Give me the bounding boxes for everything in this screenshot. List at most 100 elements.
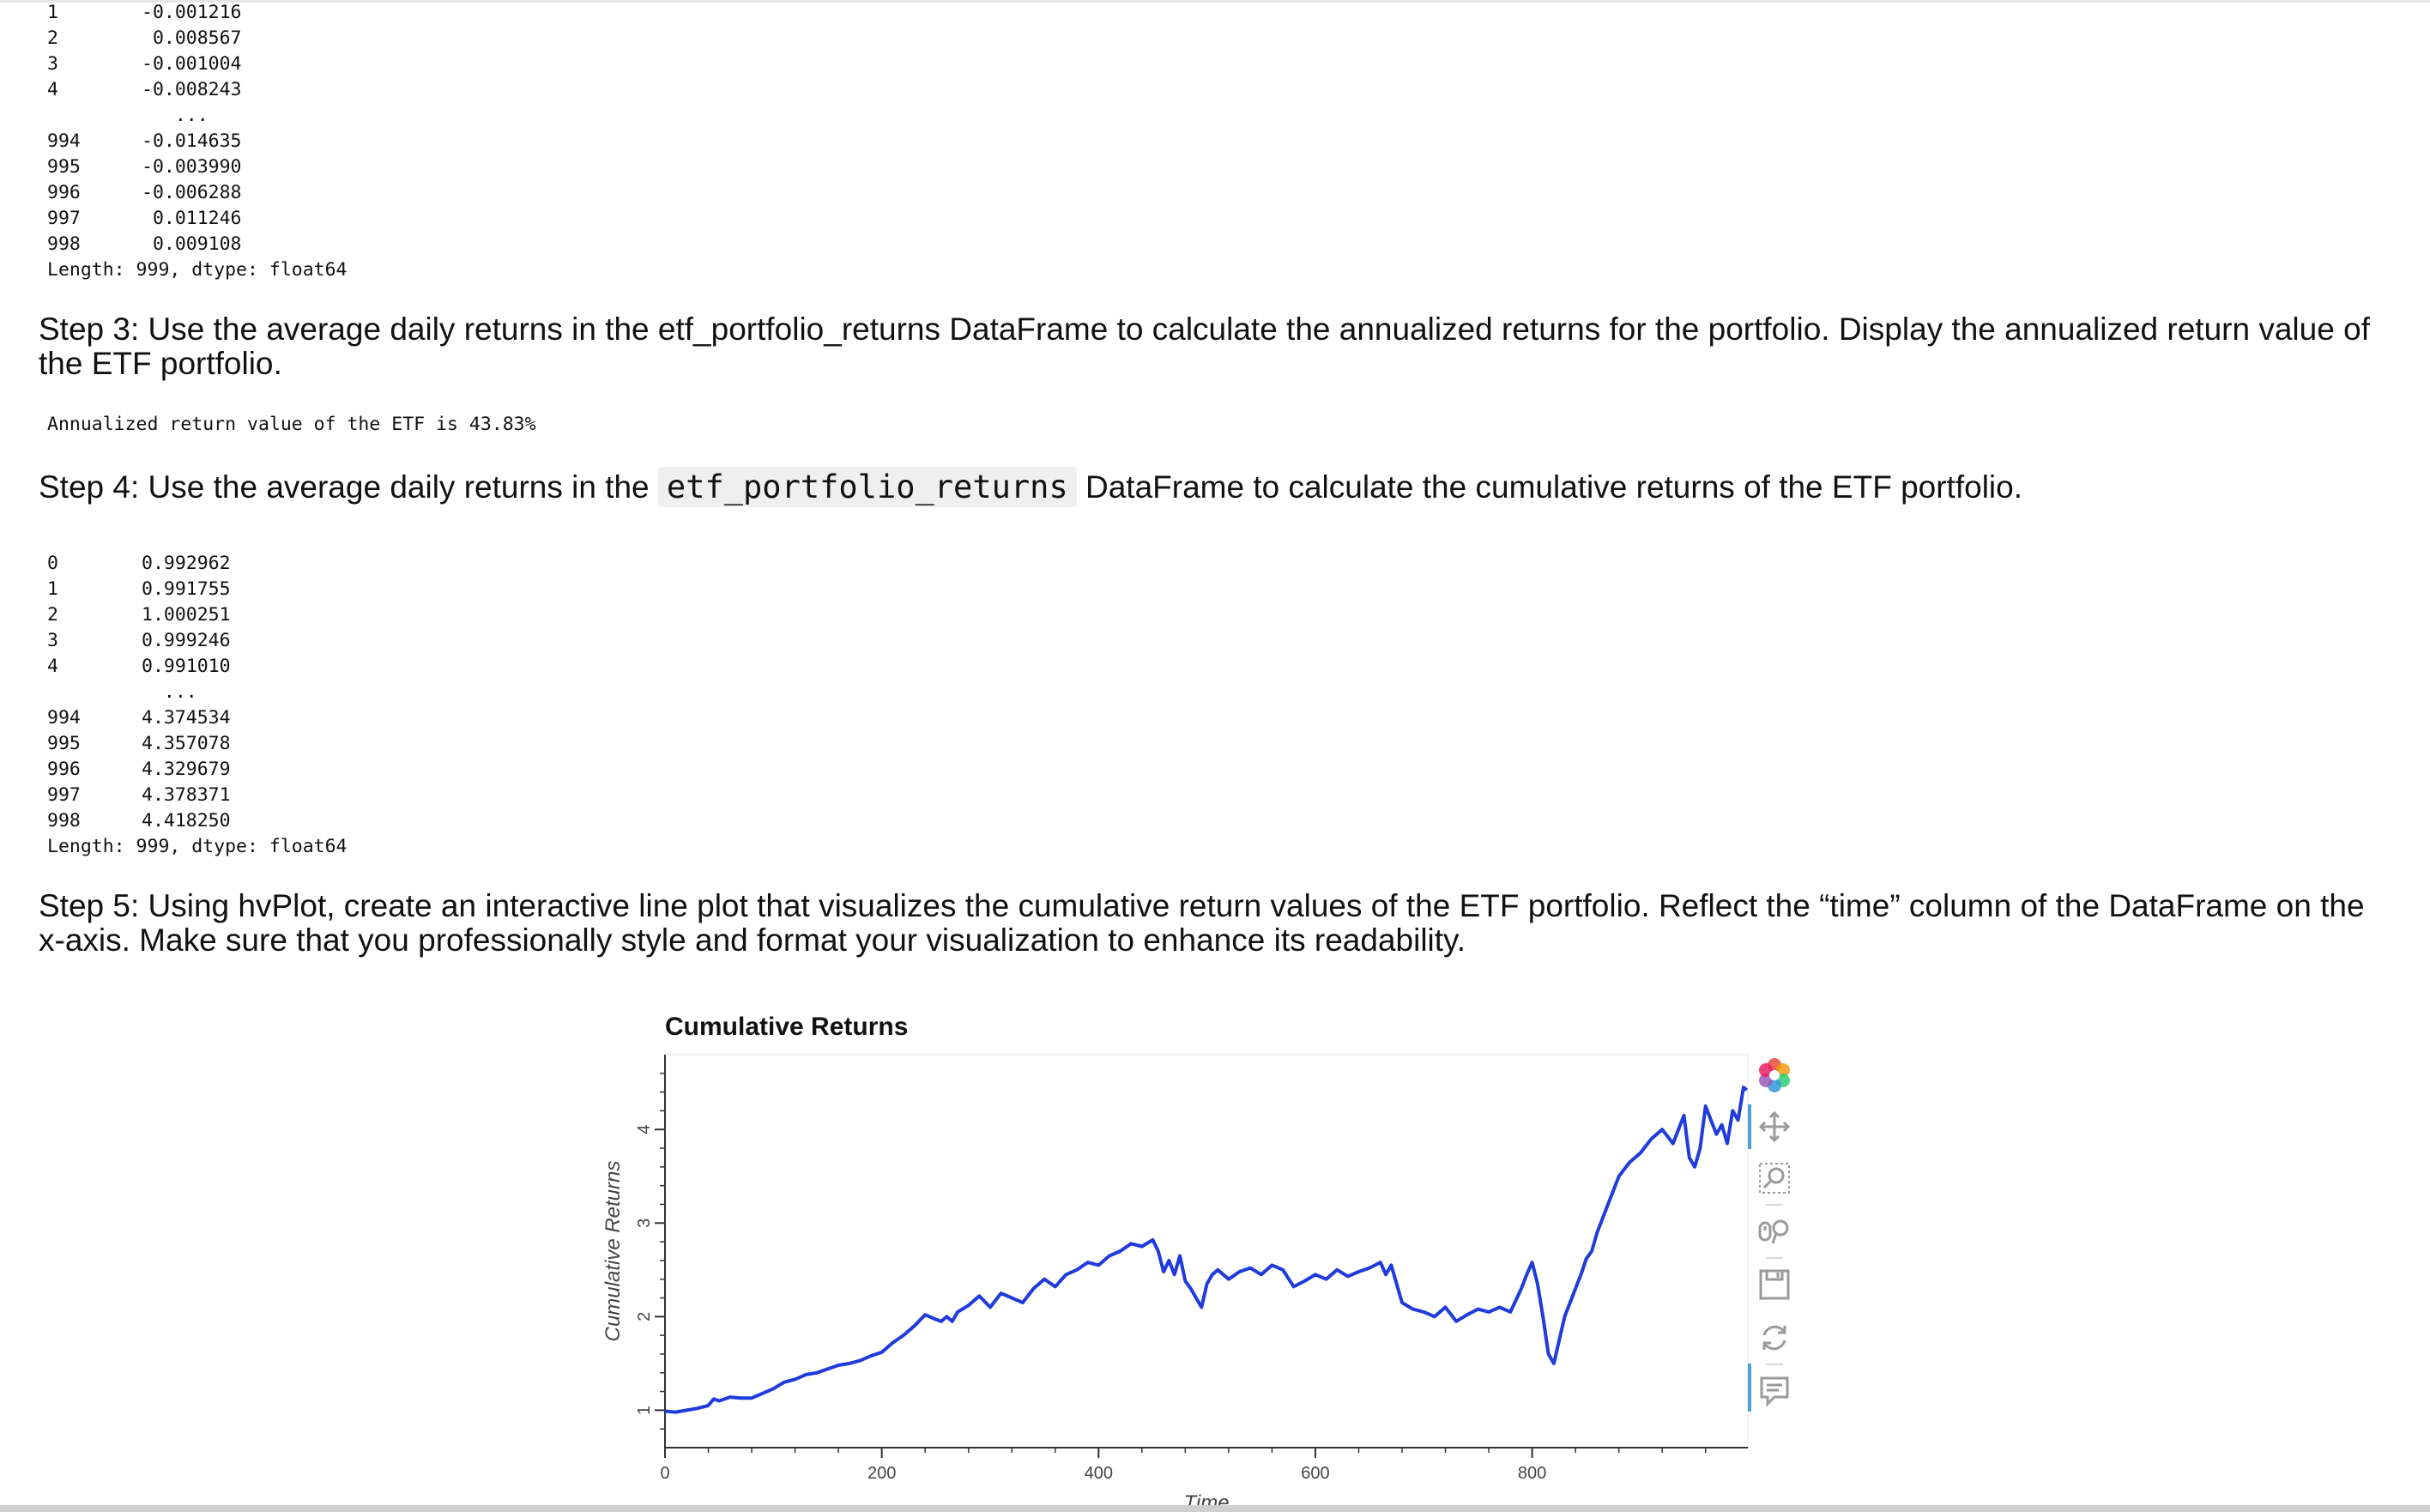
series-value: 0.009108 [142, 233, 242, 255]
series-value: 4.357078 [142, 733, 231, 754]
series-index: 2 [47, 604, 58, 626]
y-tick-label: 2 [635, 1312, 654, 1321]
box-zoom-icon[interactable] [1750, 1154, 1798, 1202]
series-index: 998 [47, 233, 81, 255]
y-tick-label: 3 [635, 1219, 654, 1228]
daily-returns-output: 1 -0.001216 2 0.008567 3 -0.001004 4 -0.008243… [47, 0, 348, 283]
series-row: 997 4.378371 [47, 783, 348, 808]
step4-heading-text-after: DataFrame to calculate the cumulative re… [1085, 469, 2022, 505]
series-row: 998 4.418250 [47, 808, 348, 834]
series-value: 0.991755 [142, 578, 231, 600]
toolbar-divider [1766, 1204, 1783, 1206]
reset-icon[interactable] [1750, 1314, 1798, 1362]
series-index: 1 [47, 2, 58, 23]
series-value: 0.008567 [142, 27, 242, 49]
step4-heading-text: Step 4: Use the average daily returns in… [39, 469, 650, 505]
series-index: 3 [47, 630, 58, 651]
series-value: 4.329679 [142, 759, 231, 780]
series-value: ... [142, 105, 209, 126]
x-tick-label: 800 [1518, 1464, 1546, 1483]
series-value: -0.006288 [142, 182, 242, 203]
series-row: 995 -0.003990 [47, 154, 348, 180]
series-row: 3 0.999246 [47, 628, 348, 654]
toolbar-divider [1766, 1364, 1783, 1365]
bottom-divider [0, 1505, 2430, 1512]
x-tick-label: 600 [1301, 1464, 1329, 1483]
series-footer: Length: 999, dtype: float64 [47, 259, 348, 281]
series-value: -0.001216 [142, 2, 242, 23]
series-index: 995 [47, 733, 81, 754]
annualized-return-output: Annualized return value of the ETF is 43… [47, 414, 536, 435]
series-value: 4.374534 [142, 707, 231, 729]
series-row: 996 4.329679 [47, 757, 348, 783]
series-index: 4 [47, 79, 58, 100]
series-index: 996 [47, 182, 81, 203]
active-tool-indicator [1748, 1104, 1751, 1149]
series-row: 0 0.992962 [47, 551, 348, 577]
series-row: 3 -0.001004 [47, 51, 348, 77]
save-icon[interactable] [1750, 1261, 1798, 1309]
series-index: 4 [47, 656, 58, 677]
bokeh-logo-icon[interactable] [1750, 1051, 1798, 1099]
series-value: 4.418250 [142, 810, 231, 832]
y-tick-label: 1 [635, 1406, 654, 1415]
series-value: 0.992962 [142, 553, 231, 574]
plot-area [664, 1054, 1749, 1448]
y-tick-label: 4 [635, 1125, 654, 1134]
toolbar-divider [1766, 1257, 1783, 1259]
y-axis-label: Cumulative Returns [601, 1161, 625, 1342]
step5-heading: Step 5: Using hvPlot, create an interact… [39, 888, 2365, 958]
series-index: 994 [47, 130, 81, 152]
series-row: 995 4.357078 [47, 731, 348, 757]
series-index: 994 [47, 707, 81, 729]
series-footer: Length: 999, dtype: float64 [47, 836, 348, 857]
cumulative-returns-output: 0 0.992962 1 0.991755 2 1.000251 3 0.999246 4 0.9… [47, 551, 348, 860]
series-index: 997 [47, 784, 81, 806]
series-index: 998 [47, 810, 81, 832]
series-row: 2 0.008567 [47, 26, 348, 51]
chart-title: Cumulative Returns [665, 1013, 909, 1041]
series-value: 0.011246 [142, 208, 242, 229]
series-row: 2 1.000251 [47, 602, 348, 628]
top-divider [0, 0, 2430, 3]
series-row: 4 -0.008243 [47, 77, 348, 103]
series-value: 4.378371 [142, 784, 231, 806]
series-value: 0.999246 [142, 630, 231, 651]
series-row: 4 0.991010 [47, 654, 348, 680]
series-index: 995 [47, 156, 81, 178]
series-value: 1.000251 [142, 604, 231, 626]
series-index: 996 [47, 759, 81, 780]
series-index: 1 [47, 578, 58, 600]
step4-heading: Step 4: Use the average daily returns in… [39, 467, 2390, 507]
series-row: 994 4.374534 [47, 705, 348, 731]
series-row: 996 -0.006288 [47, 180, 348, 206]
series-value: -0.014635 [142, 130, 242, 152]
series-row: ... [47, 103, 348, 129]
active-tool-indicator [1748, 1364, 1751, 1412]
series-value: -0.008243 [142, 79, 242, 100]
series-index: 3 [47, 53, 58, 75]
x-tick-label: 0 [660, 1464, 669, 1483]
series-row: 994 -0.014635 [47, 129, 348, 154]
series-value: -0.003990 [142, 156, 242, 178]
series-line [664, 1086, 1748, 1414]
pan-icon[interactable] [1750, 1103, 1798, 1151]
series-row: 997 0.011246 [47, 206, 348, 232]
series-value: 0.991010 [142, 656, 231, 677]
x-tick-label: 200 [867, 1464, 896, 1483]
chart-toolbar [1748, 1051, 1798, 1415]
series-index: 2 [47, 27, 58, 49]
series-index: 0 [47, 553, 58, 574]
series-value: ... [142, 681, 197, 703]
step4-code: etf_portfolio_returns [657, 467, 1077, 507]
series-value: -0.001004 [142, 53, 242, 75]
series-index: 997 [47, 208, 81, 229]
hover-icon[interactable] [1750, 1367, 1798, 1415]
series-row: ... [47, 680, 348, 705]
series-row: 1 0.991755 [47, 577, 348, 602]
series-row: 998 0.009108 [47, 232, 348, 257]
x-tick-label: 400 [1085, 1464, 1113, 1483]
series-row: 1 -0.001216 [47, 0, 348, 26]
wheel-zoom-icon[interactable] [1750, 1207, 1798, 1255]
